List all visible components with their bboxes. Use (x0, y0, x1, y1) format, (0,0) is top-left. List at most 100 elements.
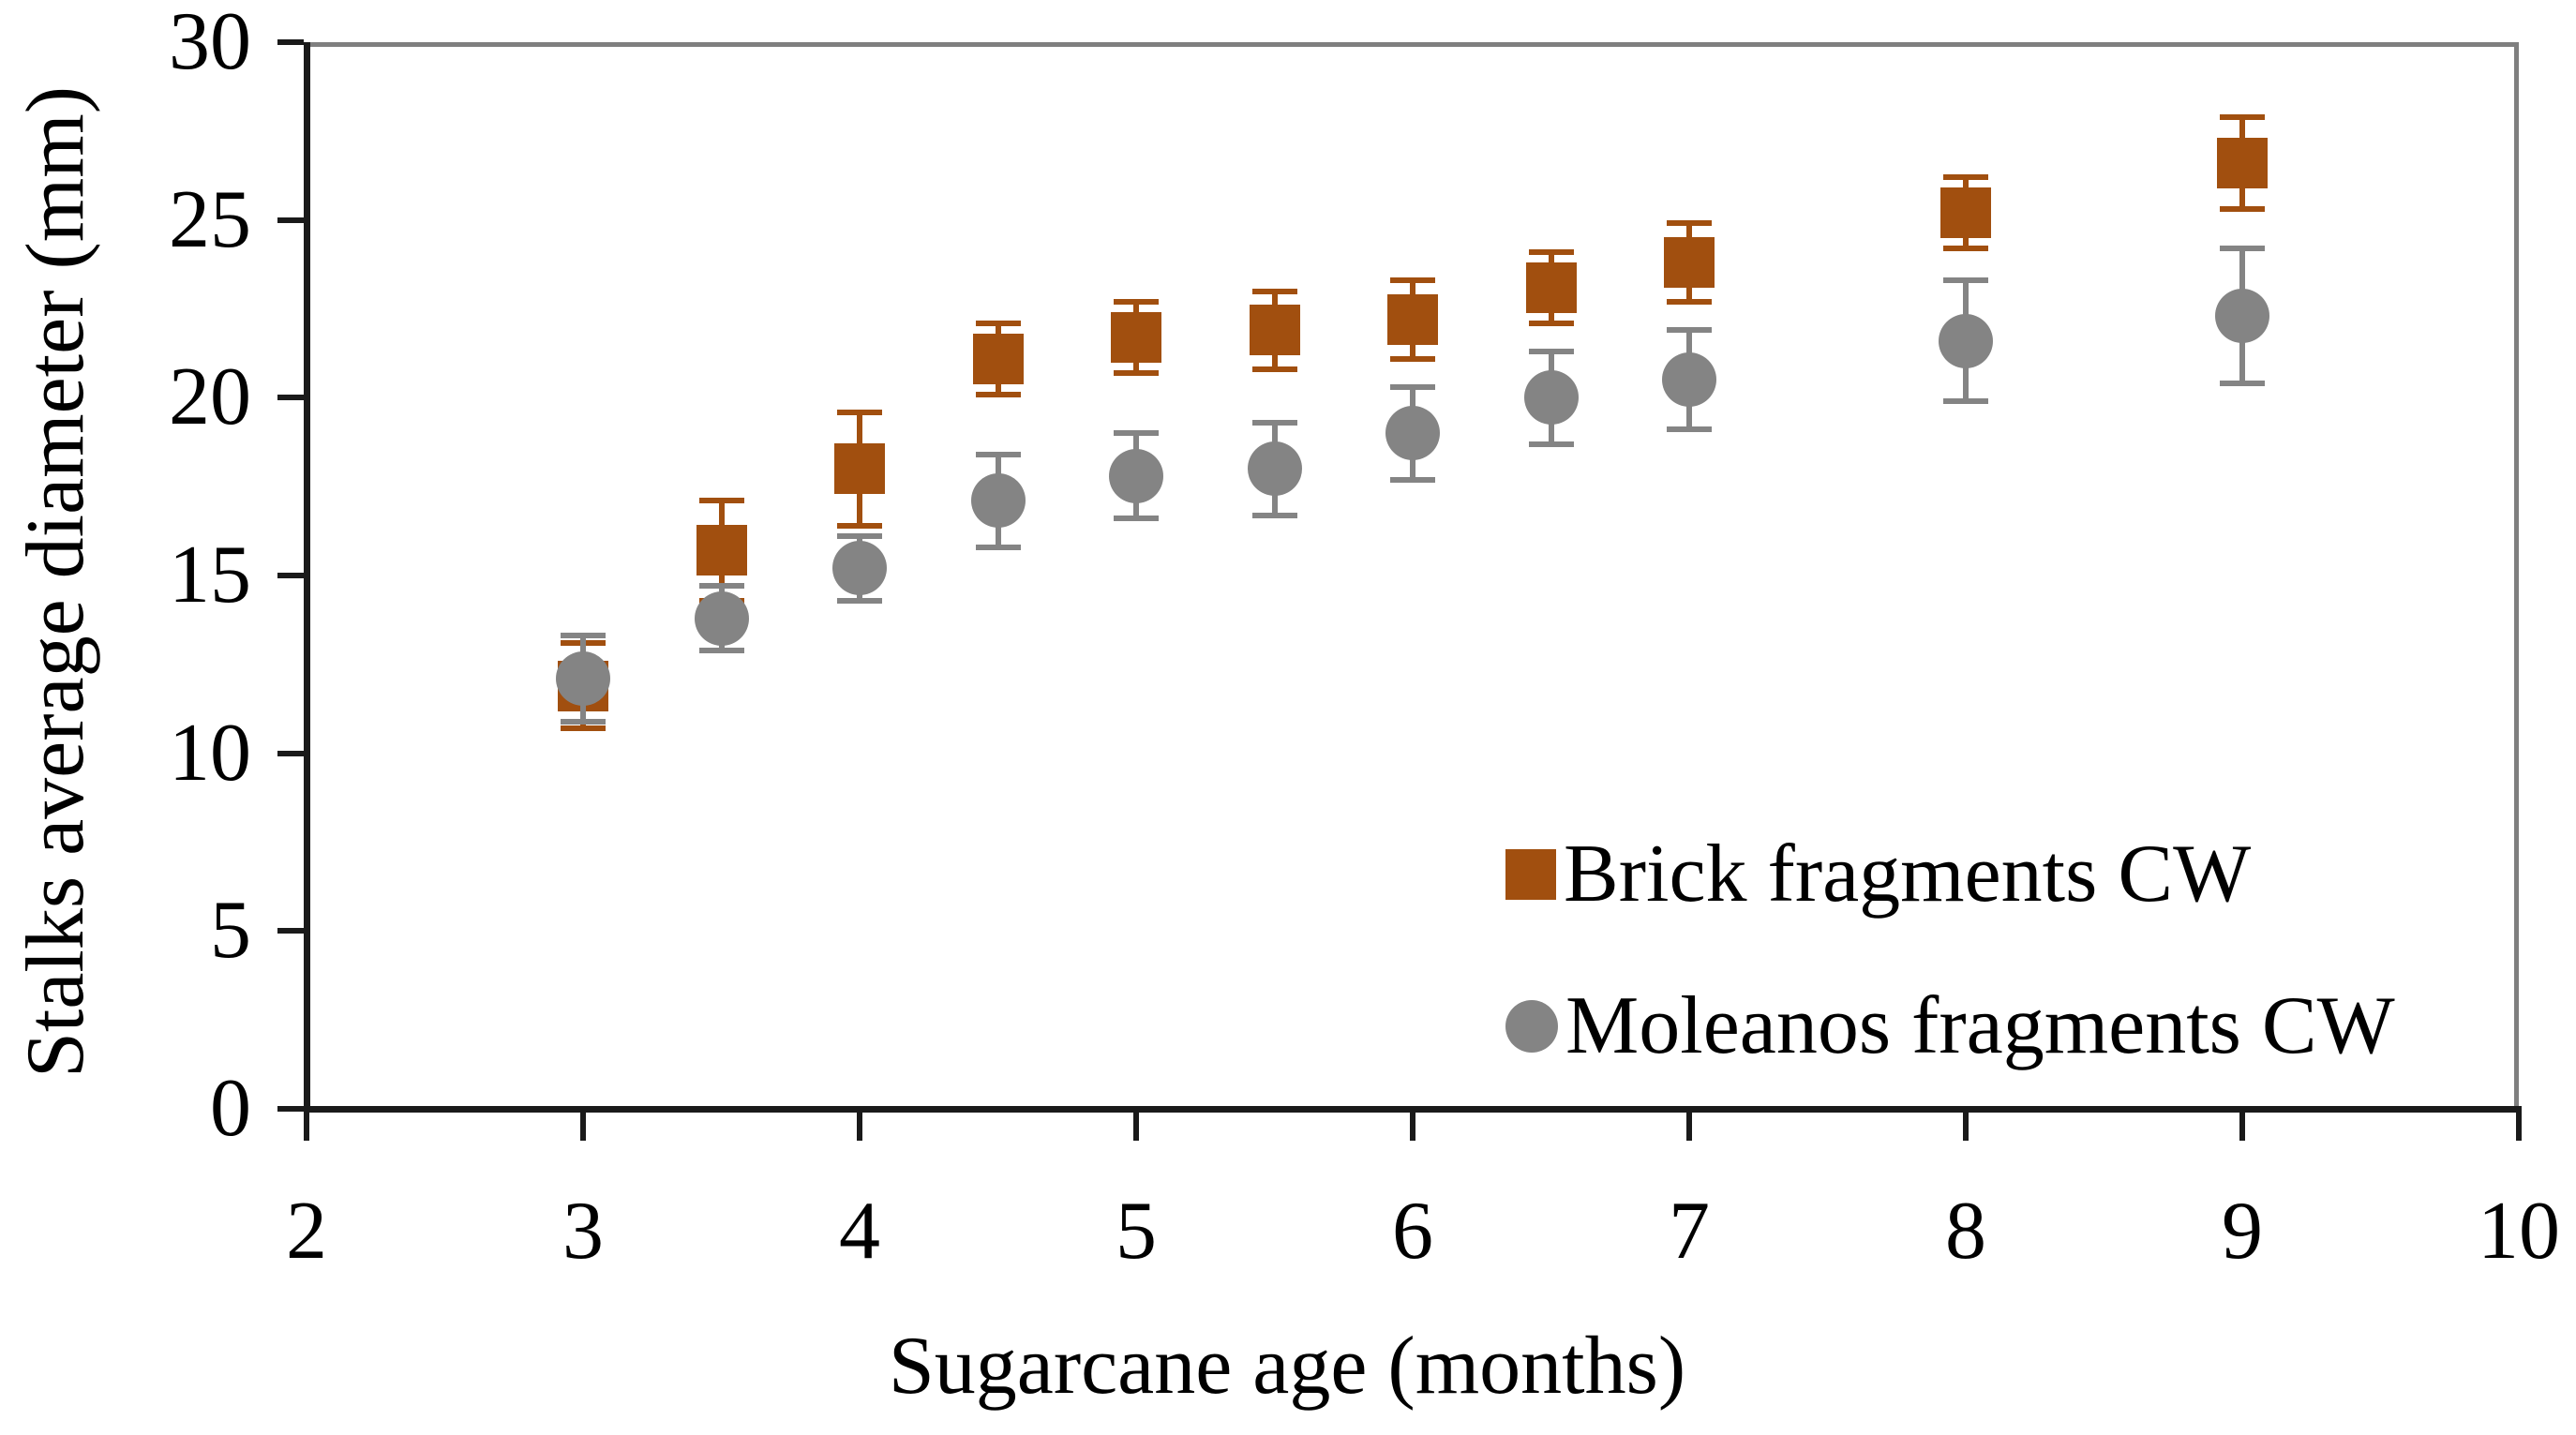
error-bar-cap-top (698, 498, 744, 504)
data-point-circle (694, 590, 749, 646)
x-tick (1686, 1113, 1692, 1141)
legend-item-moleanos: Moleanos fragments CW (1505, 981, 2395, 1071)
error-bar-cap-top (1251, 288, 1297, 294)
y-axis-title: Stalks average diameter (mm) (10, 85, 101, 1079)
error-bar-cap-top (1667, 220, 1712, 227)
x-tick (1133, 1113, 1139, 1141)
error-bar-cap-top (837, 533, 882, 540)
error-bar-cap-bottom (1251, 512, 1297, 518)
error-bar-cap-bottom (561, 718, 606, 725)
y-tick (277, 928, 304, 934)
x-axis-title: Sugarcane age (months) (888, 1321, 1686, 1412)
error-bar-cap-top (1528, 349, 1574, 355)
data-point-circle (1939, 313, 1993, 368)
x-tick-label: 7 (1669, 1186, 1710, 1277)
error-bar-cap-top (1943, 277, 1988, 284)
data-point-square (1249, 305, 1300, 356)
y-tick (277, 1106, 304, 1112)
error-bar-cap-bottom (2220, 381, 2265, 387)
error-bar-cap-top (1114, 430, 1159, 437)
legend-item-label: Brick fragments CW (1564, 829, 2252, 919)
data-point-circle (970, 473, 1026, 529)
error-bar-cap-bottom (975, 544, 1021, 550)
x-tick-label: 10 (2478, 1186, 2560, 1277)
error-bar-cap-top (561, 633, 606, 639)
data-point-circle (1247, 441, 1302, 497)
data-point-circle (1385, 406, 1440, 461)
legend-item-brick: Brick fragments CW (1505, 830, 2251, 919)
x-tick-label: 6 (1392, 1186, 1433, 1277)
data-point-square (1940, 187, 1991, 239)
square-marker-icon (1505, 849, 1556, 900)
data-point-circle (1662, 352, 1716, 408)
plot-area (307, 42, 2519, 1109)
error-bar-cap-bottom (561, 725, 606, 732)
error-bar-cap-bottom (1943, 398, 1988, 405)
error-bar-cap-bottom (1943, 246, 1988, 251)
y-tick (277, 750, 304, 756)
error-bar-cap-top (837, 409, 882, 415)
data-point-square (696, 525, 747, 576)
y-tick (277, 39, 304, 45)
y-tick (277, 217, 304, 223)
y-tick-label: 20 (169, 351, 251, 443)
error-bar-cap-bottom (837, 597, 882, 604)
error-bar-cap-bottom (1667, 298, 1712, 305)
error-bar-cap-top (1943, 174, 1988, 181)
y-tick (277, 395, 304, 401)
x-tick-label: 9 (2222, 1186, 2263, 1277)
x-tick (2239, 1113, 2245, 1141)
error-bar-cap-top (2220, 113, 2265, 120)
error-bar-cap-top (1667, 327, 1712, 334)
error-bar-cap-top (1528, 248, 1574, 255)
error-bar-cap-top (975, 452, 1021, 458)
y-tick-label: 5 (210, 885, 251, 977)
x-tick-label: 8 (1945, 1186, 1986, 1277)
data-point-circle (1109, 448, 1163, 503)
x-tick (1410, 1113, 1415, 1141)
data-point-square (1111, 311, 1161, 363)
x-tick-label: 2 (286, 1186, 327, 1277)
error-bar-cap-top (1390, 277, 1435, 284)
error-bar-cap-bottom (1528, 441, 1574, 447)
data-point-square (2217, 137, 2268, 188)
error-bar-cap-top (975, 320, 1021, 326)
error-bar-cap-bottom (1114, 369, 1159, 376)
x-axis-line (304, 1106, 2522, 1113)
data-point-square (1525, 262, 1577, 313)
error-bar-cap-bottom (1528, 320, 1574, 326)
y-tick-label: 30 (169, 0, 251, 87)
y-tick-label: 10 (169, 707, 251, 799)
error-bar-cap-bottom (1390, 355, 1435, 362)
y-tick-label: 25 (169, 173, 251, 265)
y-tick-label: 0 (210, 1063, 251, 1154)
error-bar-cap-top (2220, 246, 2265, 251)
error-bar-cap-top (698, 583, 744, 590)
x-tick (580, 1113, 586, 1141)
data-point-square (1664, 237, 1715, 289)
error-bar-cap-top (1390, 383, 1435, 390)
data-point-square (972, 333, 1024, 384)
data-point-square (1387, 293, 1438, 345)
error-bar-cap-bottom (1251, 366, 1297, 372)
circle-marker-icon (1505, 1000, 1558, 1053)
x-tick (304, 1113, 309, 1141)
error-bar-cap-bottom (1667, 426, 1712, 433)
legend-item-label: Moleanos fragments CW (1565, 980, 2395, 1071)
data-point-circle (1523, 370, 1579, 426)
data-point-circle (2215, 289, 2269, 344)
error-bar-cap-top (1251, 419, 1297, 426)
error-bar-cap-top (1114, 298, 1159, 305)
x-tick (1963, 1113, 1969, 1141)
x-tick (857, 1113, 862, 1141)
y-axis-line (304, 42, 310, 1112)
x-tick-label: 4 (839, 1186, 880, 1277)
error-bar-cap-bottom (2220, 206, 2265, 213)
x-tick-label: 5 (1116, 1186, 1157, 1277)
data-point-square (834, 443, 885, 495)
x-tick (2516, 1113, 2522, 1141)
y-tick (277, 573, 304, 578)
error-bar-cap-bottom (1390, 476, 1435, 483)
error-bar-cap-bottom (975, 391, 1021, 397)
